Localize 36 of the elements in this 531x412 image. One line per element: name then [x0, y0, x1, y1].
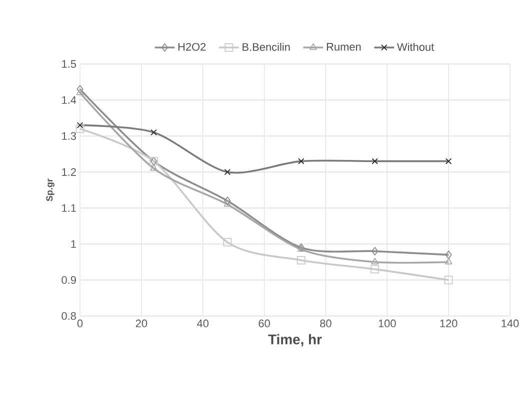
x-tick-label: 100 — [378, 320, 396, 328]
point — [76, 124, 84, 134]
x-tick-label: 20 — [136, 320, 148, 328]
y-tick-label: 1.5 — [62, 60, 76, 68]
point — [76, 88, 84, 96]
y-tick-label: 1 — [71, 240, 76, 248]
x-axis-title: Time, hr — [268, 334, 322, 346]
point — [370, 264, 380, 274]
x-tick-label: 0 — [77, 320, 83, 328]
point — [76, 84, 84, 94]
y-tick-label: 0.9 — [62, 276, 76, 284]
y-tick-label: 1.3 — [62, 132, 76, 140]
point — [372, 246, 378, 256]
x-tick-label: 140 — [502, 320, 519, 328]
point — [444, 258, 452, 264]
y-axis-title: Sp.gr — [46, 178, 54, 202]
x-tick-label: 80 — [320, 320, 332, 328]
point — [223, 238, 232, 246]
legend-label: Without — [397, 42, 434, 51]
y-tick-label: 1.4 — [62, 96, 76, 104]
point — [296, 256, 306, 264]
point — [150, 164, 158, 171]
y-tick-label: 0.8 — [62, 312, 76, 320]
x-tick-label: 40 — [197, 320, 209, 328]
y-tick-label: 1.1 — [62, 204, 76, 212]
point — [445, 250, 452, 260]
legend-label: B.Bencilin — [242, 42, 290, 51]
x-tick-label: 120 — [440, 320, 458, 328]
point — [371, 258, 379, 264]
point — [224, 200, 232, 207]
x-tick-label: 60 — [258, 320, 270, 328]
legend-label: Rumen — [326, 43, 361, 51]
point — [224, 196, 231, 206]
legend-label: H2O2 — [178, 42, 206, 51]
point — [444, 276, 453, 284]
y-tick-label: 1.2 — [62, 168, 76, 176]
